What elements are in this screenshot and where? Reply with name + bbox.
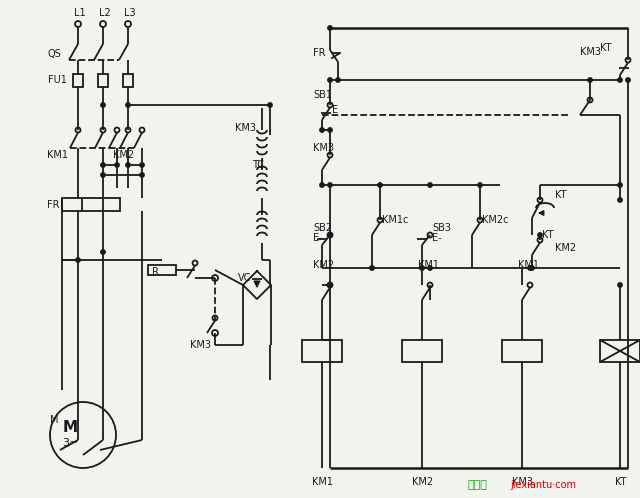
Text: 接线图: 接线图 bbox=[468, 480, 488, 490]
Bar bbox=[402, 340, 442, 362]
Text: KM1: KM1 bbox=[518, 260, 539, 270]
Text: KM3: KM3 bbox=[313, 143, 334, 153]
Text: KM3: KM3 bbox=[580, 47, 601, 57]
Circle shape bbox=[328, 283, 332, 287]
Circle shape bbox=[420, 266, 424, 270]
Circle shape bbox=[115, 163, 119, 167]
Text: L1: L1 bbox=[74, 8, 86, 18]
Circle shape bbox=[140, 173, 144, 177]
Text: 3~: 3~ bbox=[62, 438, 78, 448]
Text: KM3: KM3 bbox=[190, 340, 211, 350]
Text: SB3: SB3 bbox=[432, 223, 451, 233]
Bar bbox=[148, 265, 176, 275]
Circle shape bbox=[626, 78, 630, 82]
Text: KM1: KM1 bbox=[418, 260, 439, 270]
Circle shape bbox=[618, 283, 622, 287]
Circle shape bbox=[336, 78, 340, 82]
Circle shape bbox=[538, 233, 542, 237]
Circle shape bbox=[528, 266, 532, 270]
Circle shape bbox=[588, 78, 592, 82]
Circle shape bbox=[328, 78, 332, 82]
Text: jiexiantu·com: jiexiantu·com bbox=[510, 480, 576, 490]
Text: KT: KT bbox=[600, 43, 611, 53]
Text: KM2c: KM2c bbox=[482, 215, 509, 225]
Circle shape bbox=[101, 103, 105, 107]
Circle shape bbox=[478, 183, 482, 187]
Text: FU1: FU1 bbox=[48, 75, 67, 85]
Bar bbox=[302, 340, 342, 362]
Text: KM2: KM2 bbox=[555, 243, 576, 253]
Circle shape bbox=[618, 183, 622, 187]
Text: E-: E- bbox=[432, 233, 442, 243]
Circle shape bbox=[101, 173, 105, 177]
Circle shape bbox=[530, 266, 534, 270]
Circle shape bbox=[618, 198, 622, 202]
Circle shape bbox=[126, 103, 130, 107]
Bar bbox=[600, 340, 640, 362]
Bar bbox=[123, 74, 133, 87]
Text: E-: E- bbox=[313, 233, 323, 243]
Circle shape bbox=[328, 183, 332, 187]
Text: KM2: KM2 bbox=[113, 150, 134, 160]
Text: QS: QS bbox=[48, 49, 61, 59]
Text: KM3: KM3 bbox=[512, 477, 533, 487]
Circle shape bbox=[268, 103, 272, 107]
Text: M: M bbox=[50, 415, 58, 425]
Circle shape bbox=[320, 128, 324, 132]
Circle shape bbox=[140, 163, 144, 167]
Circle shape bbox=[101, 250, 105, 254]
Text: KM2: KM2 bbox=[313, 260, 334, 270]
Text: KM3: KM3 bbox=[235, 123, 256, 133]
Text: E: E bbox=[332, 105, 338, 115]
Text: SB2: SB2 bbox=[313, 223, 332, 233]
Circle shape bbox=[320, 183, 324, 187]
Text: L2: L2 bbox=[99, 8, 111, 18]
Circle shape bbox=[428, 266, 432, 270]
Circle shape bbox=[328, 128, 332, 132]
Text: KT: KT bbox=[542, 230, 554, 240]
Text: TC: TC bbox=[252, 160, 264, 170]
Circle shape bbox=[328, 26, 332, 30]
Circle shape bbox=[378, 183, 382, 187]
Bar bbox=[98, 74, 108, 87]
Text: R: R bbox=[152, 267, 159, 277]
Circle shape bbox=[126, 163, 130, 167]
Text: KM2: KM2 bbox=[412, 477, 433, 487]
Circle shape bbox=[101, 163, 105, 167]
Text: KM1: KM1 bbox=[312, 477, 333, 487]
Text: FR: FR bbox=[47, 200, 60, 210]
Text: KT: KT bbox=[555, 190, 566, 200]
Text: L3: L3 bbox=[124, 8, 136, 18]
Circle shape bbox=[328, 233, 332, 237]
Circle shape bbox=[618, 78, 622, 82]
Text: M: M bbox=[63, 420, 77, 435]
Text: SB1: SB1 bbox=[313, 90, 332, 100]
Text: VC: VC bbox=[238, 273, 252, 283]
Circle shape bbox=[370, 266, 374, 270]
Text: KM1: KM1 bbox=[47, 150, 68, 160]
Text: KM1c: KM1c bbox=[382, 215, 408, 225]
Bar bbox=[73, 74, 83, 87]
Circle shape bbox=[76, 258, 80, 262]
Circle shape bbox=[428, 183, 432, 187]
Bar bbox=[502, 340, 542, 362]
Bar bbox=[62, 198, 120, 211]
Text: KT: KT bbox=[615, 477, 627, 487]
Text: FR: FR bbox=[313, 48, 326, 58]
